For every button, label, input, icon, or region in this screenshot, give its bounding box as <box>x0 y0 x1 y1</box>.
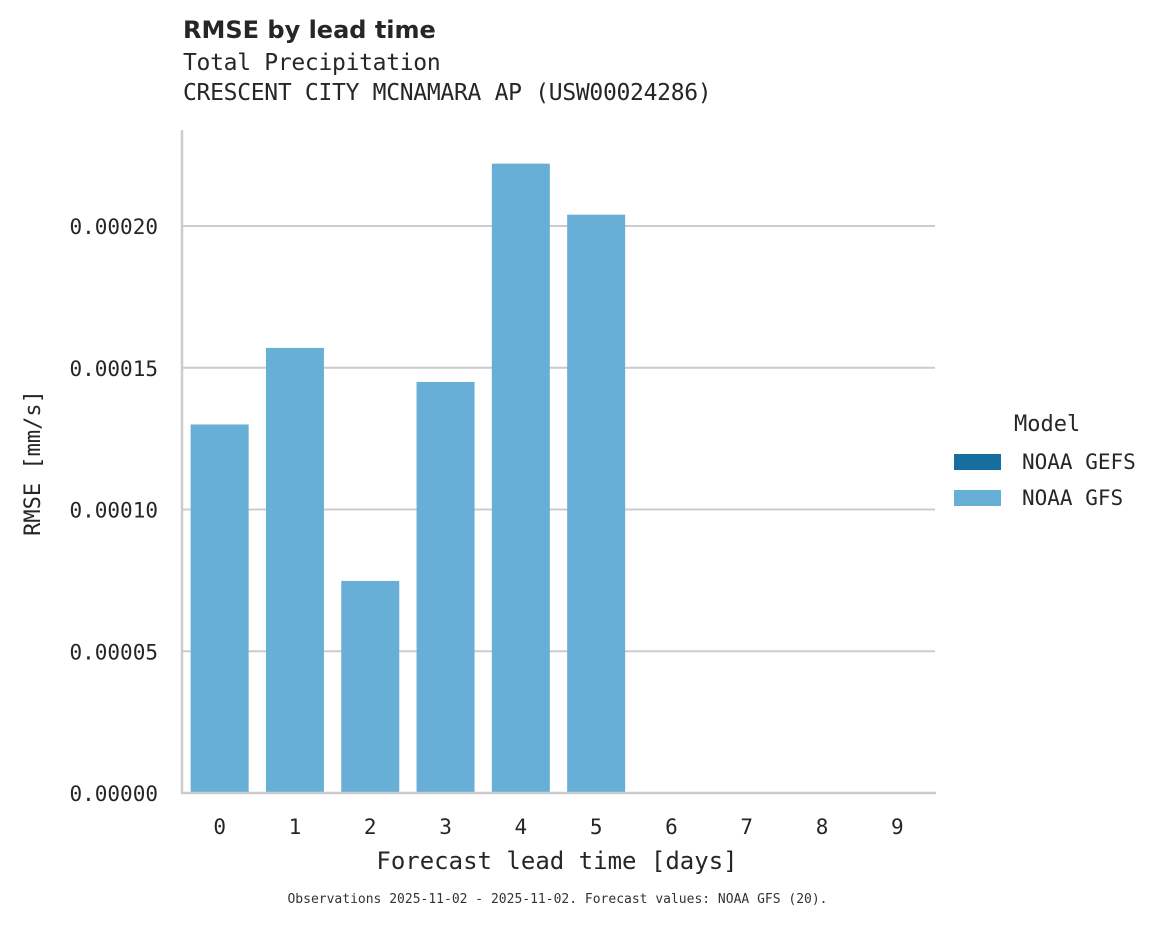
legend-swatch-gfs <box>954 490 1001 506</box>
bar-noaa-gfs-0 <box>190 424 249 793</box>
bar-noaa-gfs-3 <box>416 381 475 793</box>
y-tick-labels: 0.00000 0.00005 0.00010 0.00015 0.00020 <box>69 215 158 806</box>
x-tick-label: 2 <box>364 815 377 839</box>
legend-item-noaa-gfs: NOAA GFS <box>954 485 1123 511</box>
axes-spines <box>180 130 936 795</box>
legend-label: NOAA GFS <box>1022 486 1124 510</box>
x-tick-label: 8 <box>816 815 829 839</box>
chart-subtitle-station: CRESCENT CITY MCNAMARA AP (USW00024286) <box>183 80 712 106</box>
y-tick-label: 0.00020 <box>69 215 158 239</box>
x-tick-labels: 0 1 2 3 4 5 6 7 8 9 <box>213 815 903 839</box>
bar-noaa-gfs-1 <box>265 347 324 793</box>
x-tick-label: 7 <box>740 815 753 839</box>
y-tick-label: 0.00010 <box>69 499 158 523</box>
bars <box>190 163 626 793</box>
bar-noaa-gfs-5 <box>567 214 626 793</box>
x-tick-label: 1 <box>289 815 302 839</box>
x-axis-label: Forecast lead time [days] <box>376 847 737 875</box>
chart-subtitle-variable: Total Precipitation <box>183 50 441 76</box>
x-tick-label: 4 <box>515 815 528 839</box>
y-tick-label: 0.00015 <box>69 357 158 381</box>
chart-title: RMSE by lead time <box>183 16 436 44</box>
x-tick-label: 9 <box>891 815 904 839</box>
legend-title: Model <box>1014 412 1081 437</box>
x-tick-label: 0 <box>213 815 226 839</box>
y-axis-label: RMSE [mm/s] <box>21 390 46 536</box>
x-tick-label: 5 <box>590 815 603 839</box>
legend-item-noaa-gefs: NOAA GEFS <box>954 449 1136 475</box>
bar-noaa-gfs-4 <box>491 163 550 793</box>
y-tick-label: 0.00005 <box>69 640 158 664</box>
legend-label: NOAA GEFS <box>1022 450 1136 474</box>
x-tick-label: 6 <box>665 815 678 839</box>
bar-noaa-gfs-2 <box>341 580 400 793</box>
x-tick-label: 3 <box>439 815 452 839</box>
y-tick-label: 0.00000 <box>69 782 158 806</box>
legend-swatch-gefs <box>954 454 1001 470</box>
footnote: Observations 2025-11-02 - 2025-11-02. Fo… <box>287 892 828 907</box>
